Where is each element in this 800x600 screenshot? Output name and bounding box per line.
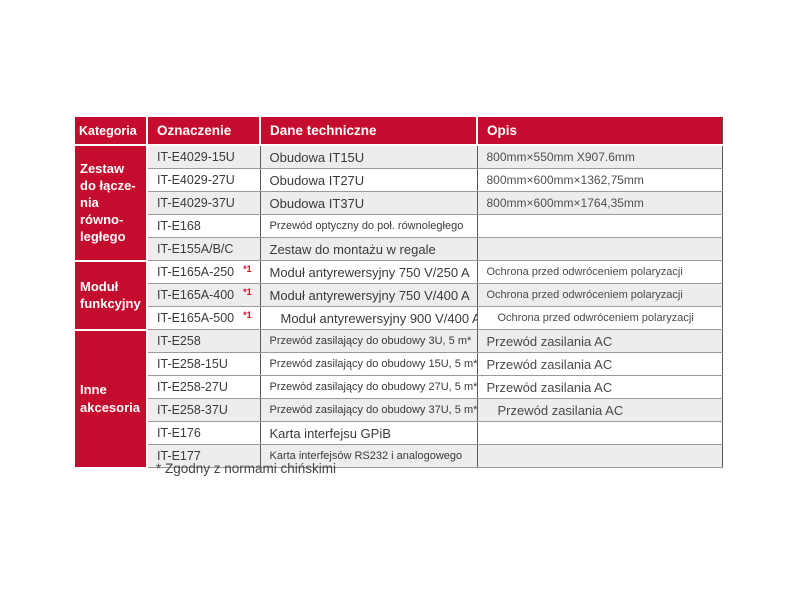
table-row: IT-E168 Przewód optyczny do poł. równole… — [75, 214, 723, 238]
opis-cell: Przewód zasilania AC — [476, 352, 723, 376]
tech-cell: Karta interfejsu GPiB — [259, 421, 478, 445]
category-cell-parallel-kit: Zestaw do łącze- nia równo- ległego — [75, 144, 148, 262]
opis-cell — [476, 237, 723, 261]
code-cell: IT-E155A/B/C — [146, 237, 261, 261]
table-row: IT-E258-37U Przewód zasilający do obudow… — [75, 398, 723, 422]
accessories-spec-table: Kategoria Oznaczenie Dane techniczne Opi… — [75, 117, 723, 469]
code-cell: IT-E258-27U — [146, 375, 261, 399]
tech-cell: Moduł antyrewersyjny 750 V/400 A — [259, 283, 478, 307]
column-header-tech: Dane techniczne — [260, 117, 478, 146]
code-cell: IT-E165A-400 *1 — [146, 283, 261, 307]
tech-cell: Przewód optyczny do poł. równoległego — [259, 214, 478, 238]
column-header-category: Kategoria — [75, 117, 148, 146]
header-row: Kategoria Oznaczenie Dane techniczne Opi… — [75, 117, 723, 146]
code-cell: IT-E177 — [146, 444, 261, 468]
code-cell: IT-E258-37U — [146, 398, 261, 422]
footnote-marker: *1 — [243, 287, 252, 297]
column-header-code: Oznaczenie — [147, 117, 261, 146]
tech-cell: Przewód zasilający do obudowy 3U, 5 m* — [259, 329, 478, 353]
tech-cell: Obudowa IT15U — [259, 145, 478, 169]
table-row: Inne akcesoria IT-E258 Przewód zasilając… — [75, 328, 723, 469]
table-row: Moduł funkcyjny IT-E165A-250 *1 Moduł ant… — [75, 259, 723, 331]
tech-cell: Moduł antyrewersyjny 750 V/250 A — [259, 260, 478, 284]
column-header-opis: Opis — [477, 117, 723, 146]
table-row: IT-E258-27U Przewód zasilający do obudow… — [75, 375, 723, 399]
code-cell: IT-E4029-27U — [146, 168, 261, 192]
code-text: IT-E165A-250 — [157, 265, 235, 279]
table-row: IT-E258-15U Przewód zasilający do obudow… — [75, 352, 723, 376]
table-row: IT-E176 Karta interfejsu GPiB — [75, 421, 723, 445]
footnote-marker: *1 — [243, 264, 252, 274]
opis-cell: 800mm×550mm X907.6mm — [476, 145, 723, 169]
opis-cell: Przewód zasilania AC — [476, 375, 723, 399]
code-cell: IT-E258 — [146, 329, 261, 353]
tech-cell: Przewód zasilający do obudowy 27U, 5 m* — [259, 375, 478, 399]
opis-cell: 800mm×600mm×1764,35mm — [476, 191, 723, 215]
table-row: IT-E4029-37U Obudowa IT37U 800mm×600mm×1… — [75, 191, 723, 215]
code-cell: IT-E165A-250 *1 — [146, 260, 261, 284]
code-cell: IT-E4029-15U — [146, 145, 261, 169]
code-cell: IT-E176 — [146, 421, 261, 445]
tech-cell: Obudowa IT27U — [259, 168, 478, 192]
table-row: IT-E4029-27U Obudowa IT27U 800mm×600mm×1… — [75, 168, 723, 192]
opis-cell — [476, 444, 723, 468]
code-text: IT-E165A-500 — [157, 311, 235, 325]
opis-cell: Ochrona przed odwróceniem polaryzacji — [476, 283, 723, 307]
footnote-marker: *1 — [243, 310, 252, 320]
tech-cell: Przewód zasilający do obudowy 15U, 5 m* — [259, 352, 478, 376]
table-row: IT-E165A-500 *1 Moduł antyrewersyjny 900 … — [75, 306, 723, 330]
opis-cell: Ochrona przed odwróceniem polaryzacji — [476, 260, 723, 284]
tech-cell: Obudowa IT37U — [259, 191, 478, 215]
code-cell: IT-E168 — [146, 214, 261, 238]
table-footnote: * Zgodny z normami chińskimi — [156, 461, 337, 476]
code-cell: IT-E165A-500 *1 — [146, 306, 261, 330]
table-row: IT-E177 Karta interfejsów RS232 i analog… — [75, 444, 723, 468]
code-text: IT-E165A-400 — [157, 288, 235, 302]
opis-cell — [476, 214, 723, 238]
category-cell-other-accessories: Inne akcesoria — [75, 328, 148, 469]
table-row: IT-E155A/B/C Zestaw do montażu w regale — [75, 237, 723, 261]
opis-cell: Przewód zasilania AC — [476, 398, 723, 422]
opis-cell — [476, 421, 723, 445]
tech-cell: Moduł antyrewersyjny 900 V/400 A — [259, 306, 478, 330]
code-cell: IT-E4029-37U — [146, 191, 261, 215]
tech-cell: Przewód zasilający do obudowy 37U, 5 m* — [259, 398, 478, 422]
opis-cell: 800mm×600mm×1362,75mm — [476, 168, 723, 192]
table-row: IT-E165A-400 *1 Moduł antyrewersyjny 750 … — [75, 283, 723, 307]
tech-cell: Karta interfejsów RS232 i analogowego — [259, 444, 478, 468]
table-row: Zestaw do łącze- nia równo- ległego IT-E… — [75, 144, 723, 262]
opis-cell: Przewód zasilania AC — [476, 329, 723, 353]
tech-cell: Zestaw do montażu w regale — [259, 237, 478, 261]
category-cell-functional-module: Moduł funkcyjny — [75, 259, 148, 331]
code-cell: IT-E258-15U — [146, 352, 261, 376]
opis-cell: Ochrona przed odwróceniem polaryzacji — [476, 306, 723, 330]
